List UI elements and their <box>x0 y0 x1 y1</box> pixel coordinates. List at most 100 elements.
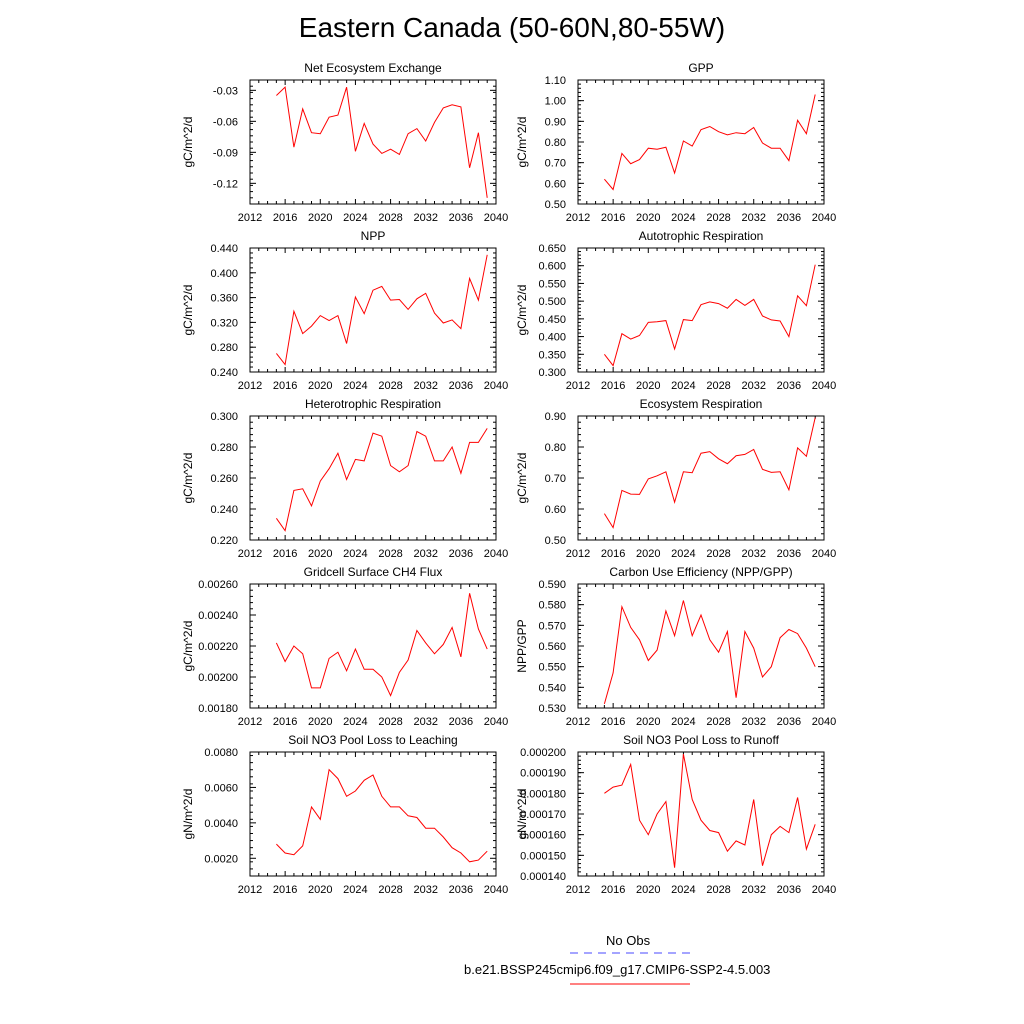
y-tick-label: 0.300 <box>210 411 238 423</box>
series-line-model <box>275 593 488 697</box>
x-tick-label: 2024 <box>671 716 695 728</box>
x-tick-label: 2028 <box>706 716 730 728</box>
chart-panel-8: Carbon Use Efficiency (NPP/GPP) 2012 2016 2… <box>515 565 836 728</box>
chart-title: Heterotrophic Respiration <box>305 397 441 411</box>
x-tick-label: 2016 <box>601 884 625 896</box>
y-tick-label: -0.03 <box>213 85 238 97</box>
y-tick-label: 0.0020 <box>204 853 238 865</box>
x-tick-label: 2028 <box>706 884 730 896</box>
y-tick-label: 0.500 <box>538 296 566 308</box>
y-tick-label: 0.000160 <box>520 830 566 842</box>
y-axis-label: gC/m^2/d <box>515 453 529 504</box>
y-tick-label: 0.540 <box>538 682 566 694</box>
x-tick-label: 2036 <box>777 548 801 560</box>
x-tick-label: 2040 <box>484 716 508 728</box>
x-tick-label: 2016 <box>601 716 625 728</box>
chart-panel-4: Autotrophic Respiration 2012 2016 2020 2024 2… <box>515 229 836 392</box>
y-tick-label: 0.000140 <box>520 871 566 883</box>
x-tick-label: 2032 <box>741 212 765 224</box>
y-tick-label: 0.0080 <box>204 747 238 759</box>
x-tick-label: 2024 <box>671 884 695 896</box>
x-tick-label: 2028 <box>378 212 402 224</box>
y-tick-label: 0.530 <box>538 703 566 715</box>
x-tick-label: 2040 <box>812 884 836 896</box>
y-tick-label: 0.000180 <box>520 788 566 800</box>
y-tick-label: 0.580 <box>538 600 566 612</box>
y-tick-label: 0.000190 <box>520 768 566 780</box>
y-tick-label: 0.400 <box>210 268 238 280</box>
x-tick-label: 2036 <box>449 212 473 224</box>
y-tick-label: 0.260 <box>210 473 238 485</box>
y-tick-label: 0.00240 <box>198 610 238 622</box>
y-tick-label: 0.240 <box>210 367 238 379</box>
series-line-model <box>604 754 816 868</box>
x-tick-label: 2040 <box>812 380 836 392</box>
x-tick-label: 2024 <box>343 212 367 224</box>
x-tick-label: 2040 <box>484 212 508 224</box>
x-tick-label: 2016 <box>273 548 297 560</box>
y-tick-label: 0.350 <box>538 349 566 361</box>
x-tick-label: 2032 <box>413 716 437 728</box>
x-tick-label: 2012 <box>566 380 590 392</box>
y-tick-label: 0.90 <box>545 116 566 128</box>
x-tick-label: 2024 <box>343 380 367 392</box>
y-tick-label: 0.60 <box>545 504 566 516</box>
x-tick-label: 2012 <box>238 716 262 728</box>
x-tick-label: 2020 <box>636 548 660 560</box>
y-axis-label: gC/m^2/d <box>181 117 195 168</box>
chart-title: Ecosystem Respiration <box>640 397 763 411</box>
x-tick-label: 2024 <box>343 884 367 896</box>
chart-panel-2: GPP 2012 2016 2020 2024 2028 2032 2036 2040 0.50 0… <box>515 61 836 224</box>
model-legend-label: b.e21.BSSP245cmip6.f09_g17.CMIP6-SSP2-4.… <box>464 962 771 977</box>
x-tick-label: 2040 <box>812 212 836 224</box>
x-tick-label: 2040 <box>484 884 508 896</box>
x-tick-label: 2012 <box>238 548 262 560</box>
x-tick-label: 2040 <box>484 548 508 560</box>
page-title: Eastern Canada (50-60N,80-55W) <box>298 12 726 43</box>
x-tick-label: 2032 <box>413 212 437 224</box>
x-tick-label: 2016 <box>273 716 297 728</box>
chart-panel-7: Gridcell Surface CH4 Flux 2012 2016 2020 202… <box>181 565 508 728</box>
y-tick-label: -0.12 <box>213 178 238 190</box>
y-tick-label: 0.300 <box>538 367 566 379</box>
chart-title: Soil NO3 Pool Loss to Leaching <box>288 733 457 747</box>
x-tick-label: 2036 <box>449 884 473 896</box>
x-tick-label: 2016 <box>273 380 297 392</box>
series-line-model <box>603 600 816 705</box>
plot-frame <box>577 79 825 205</box>
y-tick-label: 0.280 <box>210 442 238 454</box>
y-tick-label: 0.320 <box>210 317 238 329</box>
x-tick-label: 2032 <box>741 716 765 728</box>
chart-title: Net Ecosystem Exchange <box>304 61 442 75</box>
series-line-model <box>275 428 488 532</box>
chart-panel-5: Heterotrophic Respiration 2012 2016 2020 202… <box>181 397 508 560</box>
y-tick-label: 0.560 <box>538 641 566 653</box>
x-tick-label: 2024 <box>343 716 367 728</box>
x-tick-label: 2028 <box>706 212 730 224</box>
x-tick-label: 2020 <box>308 884 332 896</box>
y-axis-label: gN/m^2/d <box>515 789 529 840</box>
x-tick-label: 2028 <box>378 884 402 896</box>
model-legend-line <box>570 983 690 985</box>
x-tick-label: 2016 <box>273 212 297 224</box>
plot-frame <box>249 583 497 709</box>
series-line-model <box>604 264 816 367</box>
x-tick-label: 2020 <box>636 716 660 728</box>
y-tick-label: 0.80 <box>545 442 566 454</box>
series-line-model <box>604 94 816 191</box>
x-tick-label: 2032 <box>413 884 437 896</box>
x-tick-label: 2020 <box>308 716 332 728</box>
chart-title: GPP <box>688 61 713 75</box>
x-tick-label: 2020 <box>636 380 660 392</box>
x-tick-label: 2024 <box>671 212 695 224</box>
x-tick-label: 2020 <box>636 212 660 224</box>
x-tick-label: 2016 <box>601 548 625 560</box>
y-tick-label: 0.50 <box>545 199 566 211</box>
y-axis-label: gN/m^2/d <box>181 789 195 840</box>
y-tick-label: 0.280 <box>210 342 238 354</box>
y-tick-label: 0.50 <box>545 535 566 547</box>
x-tick-label: 2024 <box>671 548 695 560</box>
y-tick-label: 0.590 <box>538 579 566 591</box>
y-axis-label: gC/m^2/d <box>181 285 195 336</box>
